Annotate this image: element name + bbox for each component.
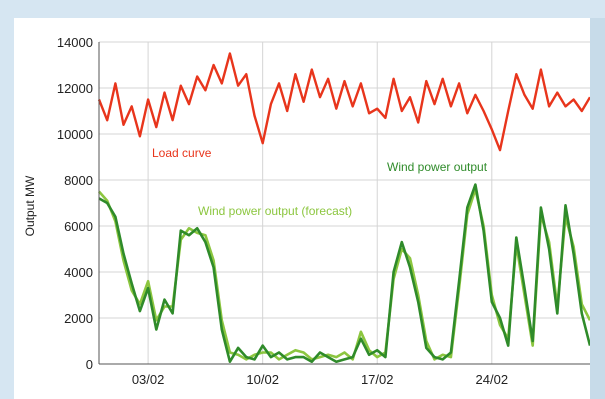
x-tick-label: 24/02 — [476, 372, 509, 387]
y-axis-label: Output MW — [23, 175, 37, 236]
annotation-wind-power-output: Wind power output — [387, 160, 488, 174]
right-edge-strip — [590, 18, 605, 399]
annotation-load-curve: Load curve — [152, 146, 212, 160]
y-tick-label: 10000 — [57, 127, 93, 142]
y-tick-labels: 0 2000 4000 6000 8000 10000 12000 14000 — [57, 35, 93, 372]
chart-frame: 0 2000 4000 6000 8000 10000 12000 14000 03/02 10… — [14, 18, 590, 399]
series-lines — [97, 52, 590, 364]
grid-lines — [99, 41, 590, 365]
series-line-wind — [98, 183, 590, 364]
y-tick-label: 2000 — [64, 311, 93, 326]
annotation-wind-power-forecast: Wind power output (forecast) — [198, 204, 352, 218]
series-line-load — [97, 52, 590, 152]
axes — [98, 42, 590, 365]
y-tick-label: 4000 — [64, 265, 93, 280]
y-tick-label: 12000 — [57, 81, 93, 96]
y-tick-label: 6000 — [64, 219, 93, 234]
y-tick-label: 8000 — [64, 173, 93, 188]
x-tick-label: 17/02 — [361, 372, 394, 387]
x-tick-labels: 03/02 10/02 17/02 24/02 — [132, 372, 508, 387]
x-tick-label: 03/02 — [132, 372, 165, 387]
y-tick-label: 14000 — [57, 35, 93, 50]
y-tick-label: 0 — [86, 357, 93, 372]
line-chart: 0 2000 4000 6000 8000 10000 12000 14000 03/02 10… — [23, 35, 590, 387]
x-tick-label: 10/02 — [246, 372, 279, 387]
